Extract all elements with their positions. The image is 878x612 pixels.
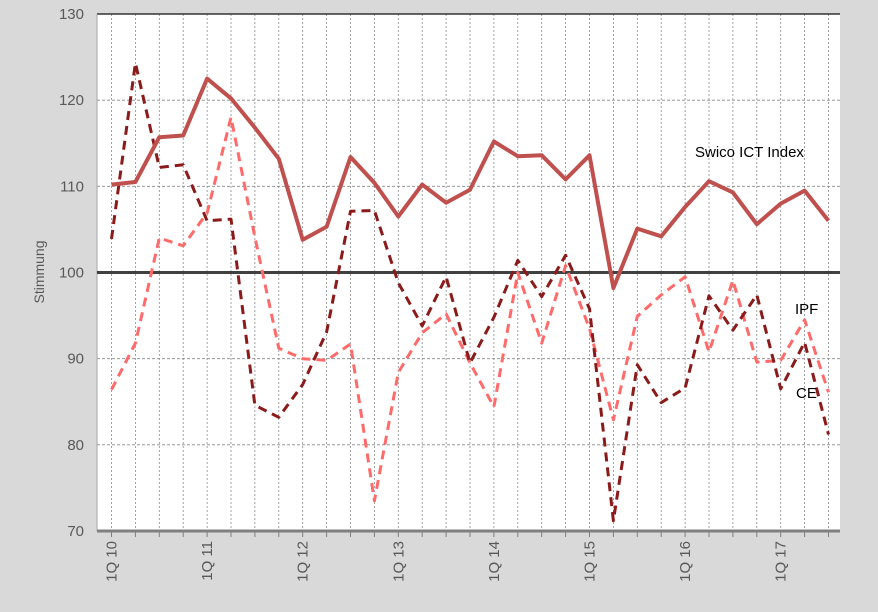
y-axis-title: Stimmung — [31, 240, 47, 303]
series-line-ipf — [110, 61, 830, 523]
x-tick-label: 1Q 16 — [677, 541, 694, 582]
x-tick-label: 1Q 12 — [295, 541, 312, 582]
axis-layer: 70 80 90 100 110 120 130 1Q 10 1Q 11 1Q 12 1Q 13 1Q… — [59, 6, 840, 582]
series-label-ipf: IPF — [795, 301, 818, 318]
x-tick-label: 1Q 15 — [582, 541, 599, 582]
series-label-ce: CE — [796, 385, 817, 402]
x-tick-label: 1Q 10 — [104, 541, 121, 582]
x-tick-label: 1Q 14 — [486, 541, 503, 582]
y-tick-label: 120 — [59, 92, 84, 109]
y-tick-label: 70 — [67, 523, 84, 540]
series-line-swico-ict-index — [111, 76, 831, 290]
x-tick-label: 1Q 17 — [773, 541, 790, 582]
x-tick-label: 1Q 13 — [390, 541, 407, 582]
series-layer — [110, 61, 831, 523]
y-tick-label: 90 — [67, 351, 84, 368]
y-tick-label: 100 — [59, 265, 84, 282]
series-label-swico: Swico ICT Index — [695, 144, 804, 161]
y-tick-label: 80 — [67, 437, 84, 454]
x-tick-label: 1Q 11 — [199, 541, 216, 581]
y-tick-label: 130 — [59, 6, 84, 23]
y-tick-label: 110 — [60, 178, 84, 195]
